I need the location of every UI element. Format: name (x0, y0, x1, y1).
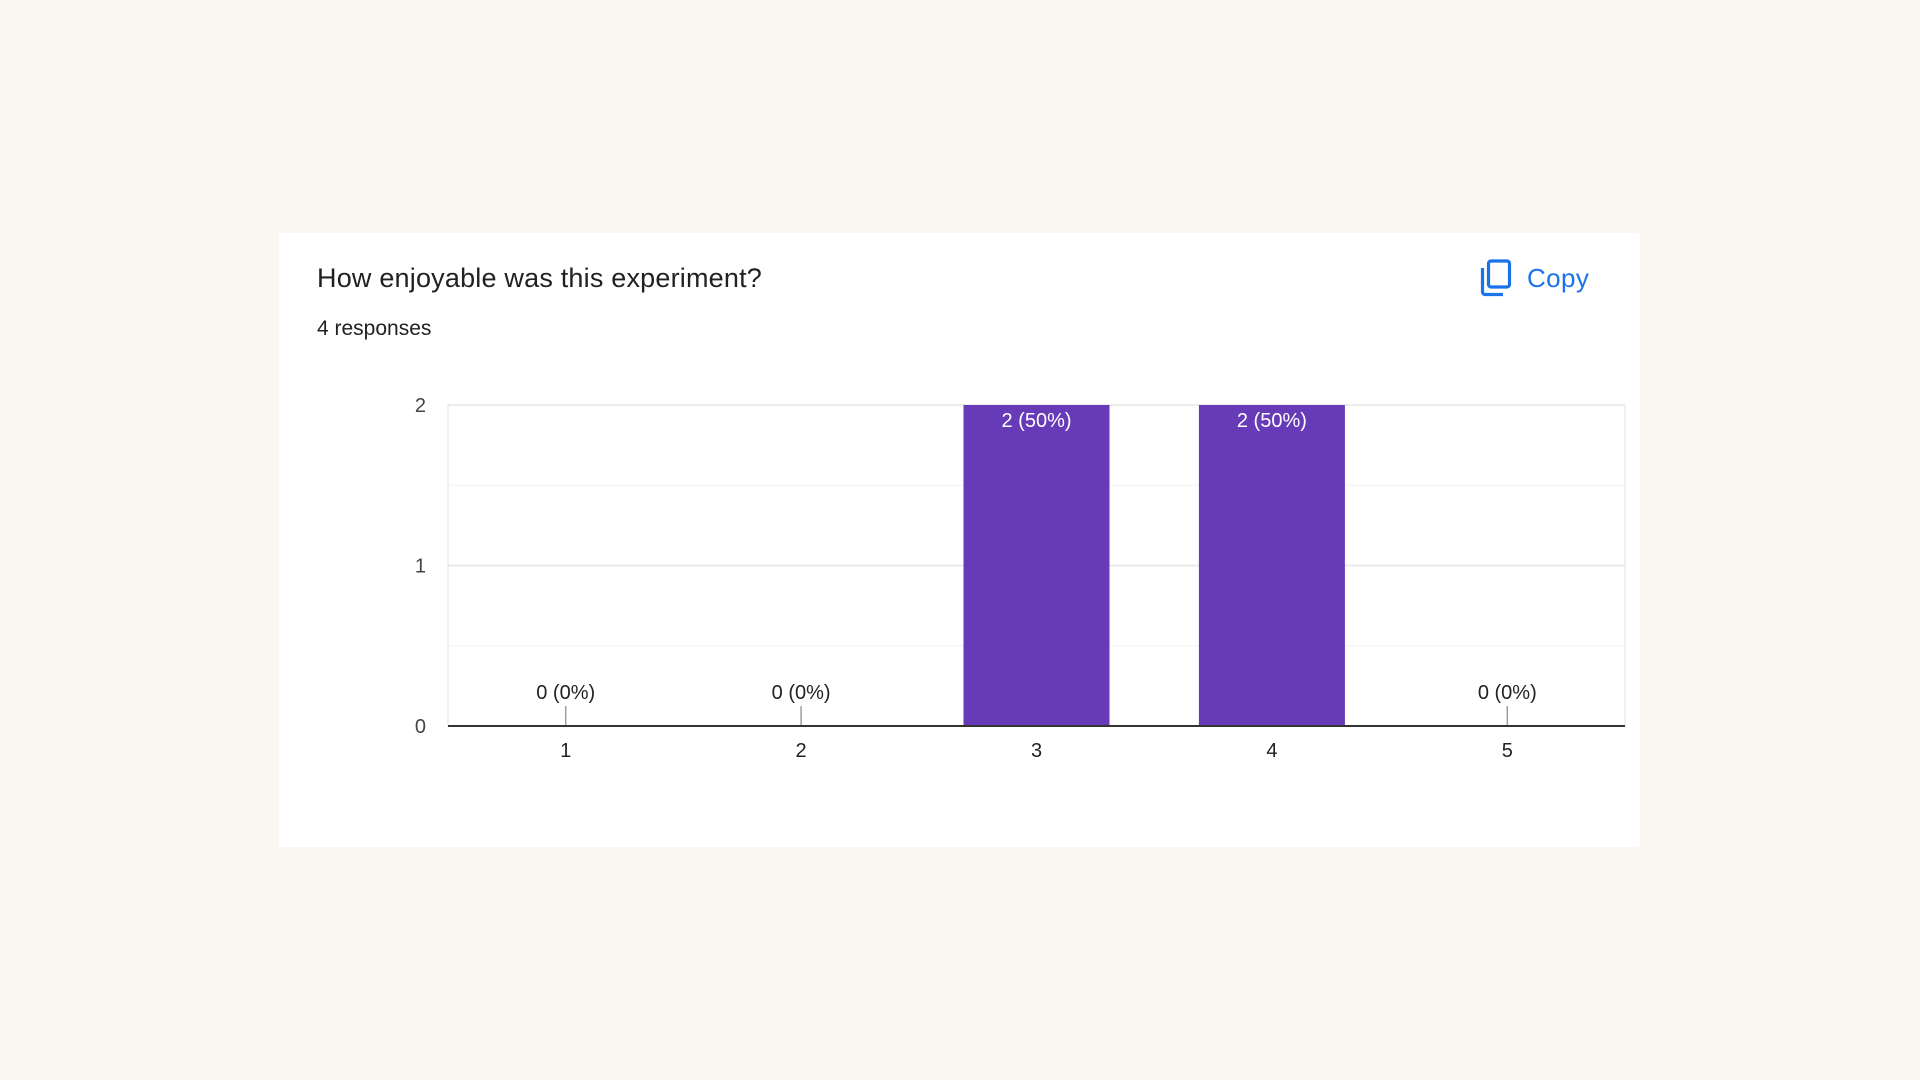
bar (1198, 405, 1345, 726)
question-title: How enjoyable was this experiment? (317, 263, 763, 293)
y-tick-label: 2 (415, 395, 426, 417)
x-tick-label: 3 (1031, 740, 1042, 762)
bar-data-label: 2 (50%) (1237, 410, 1307, 432)
bar-data-label: 2 (50%) (1001, 410, 1071, 432)
y-tick-label: 1 (415, 556, 426, 578)
bar-chart: 0 1 2 0 (0%) 1 0 (0%) 2 2 (50%) 3 2 (50%) 4 0 (0%) 5 (415, 395, 1626, 762)
bar-data-label: 0 (0%) (1478, 682, 1537, 704)
response-count: 4 responses (317, 317, 432, 340)
chart-card: How enjoyable was this experiment? 4 res… (279, 233, 1640, 847)
x-tick-label: 5 (1502, 740, 1513, 762)
copy-button[interactable]: Copy (1475, 256, 1593, 300)
copy-label: Copy (1527, 262, 1590, 293)
x-tick-label: 4 (1266, 740, 1277, 762)
y-tick-label: 0 (415, 716, 426, 738)
x-tick-label: 2 (796, 740, 807, 762)
x-tick-label: 1 (560, 740, 571, 762)
bar-data-label: 0 (0%) (772, 682, 831, 704)
copy-icon (1480, 259, 1512, 297)
bar (963, 405, 1110, 726)
bar-data-label: 0 (0%) (536, 682, 595, 704)
